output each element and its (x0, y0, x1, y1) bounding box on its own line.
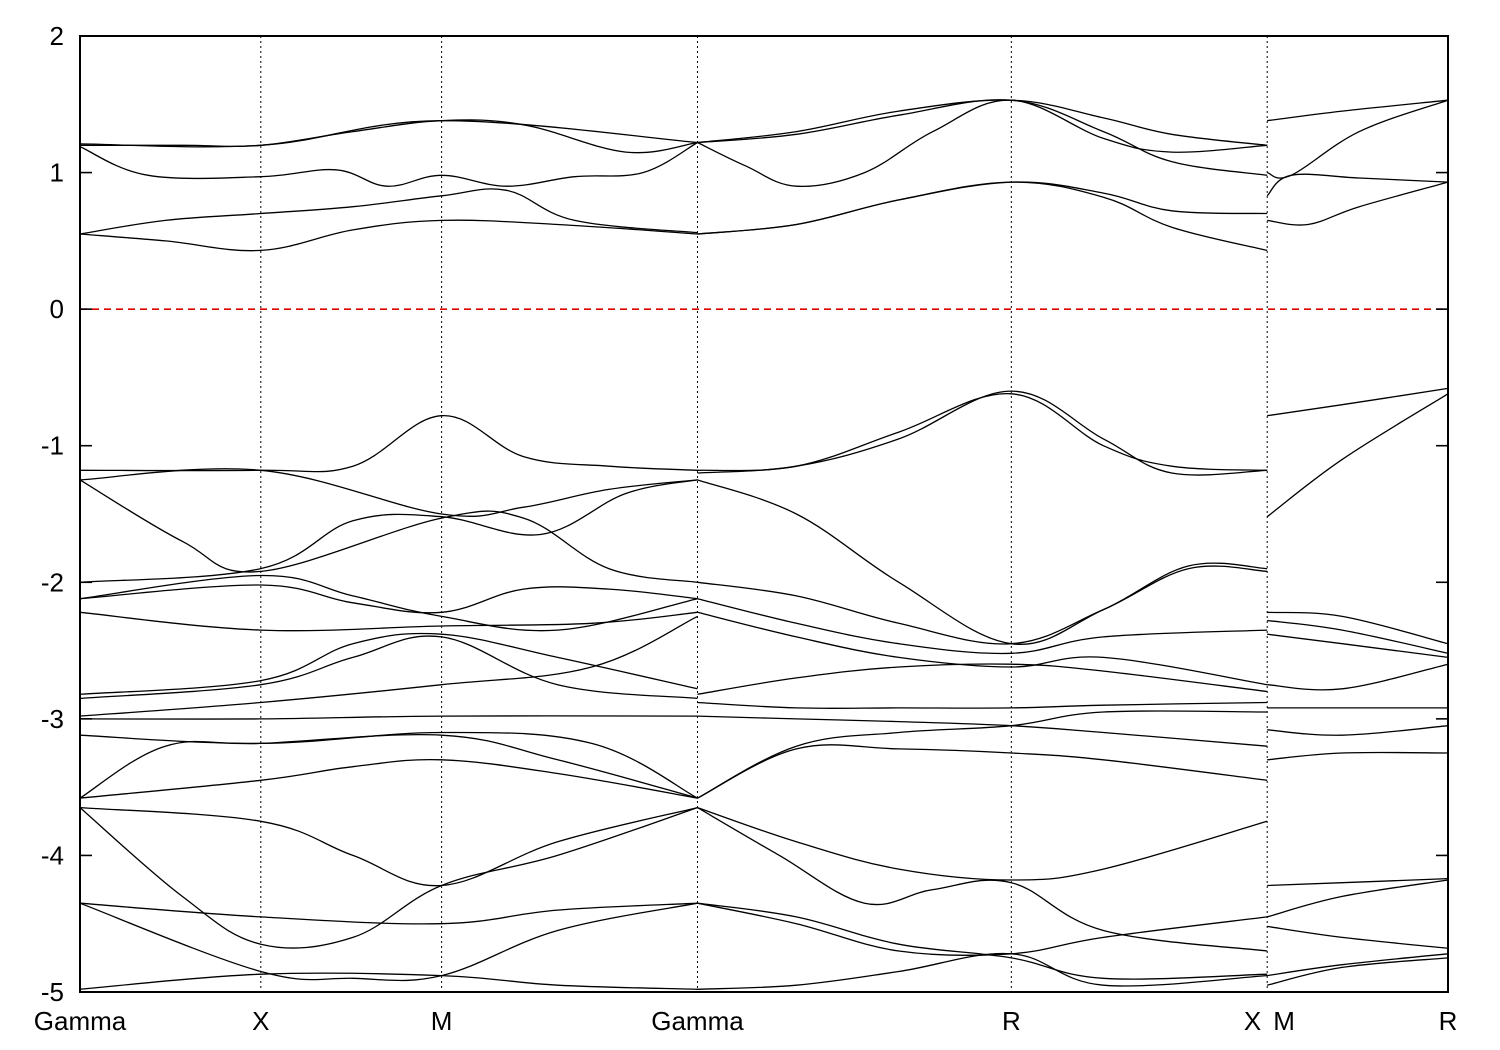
band-line (697, 715, 1268, 747)
band-line (1267, 181, 1449, 226)
x-axis-ticks: Gamma X M Gamma R X M R (34, 1006, 1458, 1036)
band-line (79, 219, 698, 252)
band-line (1267, 633, 1449, 659)
band-line (697, 99, 1268, 146)
band-line (697, 710, 1268, 799)
y-tick-label: 0 (50, 294, 64, 324)
band-line (1267, 925, 1449, 949)
band-line (697, 744, 1268, 799)
band-line (79, 731, 698, 799)
band-line (79, 479, 698, 583)
band-line (79, 902, 698, 982)
band-line (79, 188, 698, 235)
band-line (697, 181, 1268, 252)
band-line (79, 758, 698, 799)
band-line (1266, 173, 1449, 197)
band-line (79, 120, 698, 148)
y-tick-label: -4 (41, 840, 64, 870)
band-line (1267, 725, 1449, 736)
band-line (1267, 99, 1449, 122)
band-line (1267, 879, 1449, 918)
x-tick-label: Gamma (651, 1006, 744, 1036)
band-line (1267, 751, 1449, 761)
band-line (79, 635, 698, 700)
band-line (697, 99, 1268, 188)
band-line (697, 701, 1268, 709)
band-line (697, 902, 1268, 957)
band-line (79, 733, 698, 799)
band-line (697, 99, 1268, 176)
x-tick-label: Gamma (34, 1006, 127, 1036)
y-tick-label: 1 (50, 158, 64, 188)
y-axis-ticks: 2 1 0 -1 -2 -3 -4 -5 (41, 21, 1448, 1007)
band-line (1267, 953, 1449, 977)
y-tick-label: 2 (50, 21, 64, 51)
band-line (79, 479, 698, 583)
x-tick-label: M (1273, 1006, 1295, 1036)
band-line (697, 393, 1268, 472)
band-line (697, 611, 1268, 686)
band-line (80, 119, 698, 154)
x-tick-label: M (431, 1006, 453, 1036)
band-line (79, 806, 698, 887)
y-tick-label: -1 (41, 431, 64, 461)
x-tick-label: R (1439, 1006, 1458, 1036)
x-tick-label: X (1244, 1006, 1261, 1036)
band-line (697, 479, 1268, 645)
band-line (79, 715, 698, 720)
band-line (697, 390, 1268, 476)
band-line (697, 663, 1268, 695)
band-line (697, 598, 1268, 655)
band-line (697, 952, 1268, 990)
band-line (79, 415, 698, 473)
band-line (79, 902, 698, 925)
band-line (697, 806, 1268, 881)
band-line (697, 902, 1268, 980)
band-line (79, 632, 698, 695)
y-tick-label: -2 (41, 567, 64, 597)
band-line (1267, 387, 1449, 417)
band-line (79, 615, 698, 717)
band-line (1266, 393, 1449, 518)
band-line (79, 806, 698, 949)
band-line (79, 972, 698, 990)
band-line (79, 574, 698, 632)
band-lines (79, 99, 1449, 990)
x-tick-label: X (252, 1006, 269, 1036)
band-line (1267, 611, 1449, 645)
band-line (79, 611, 698, 632)
band-line (79, 468, 698, 517)
band-line (1267, 619, 1449, 654)
y-tick-label: -3 (41, 704, 64, 734)
band-line (1267, 957, 1449, 986)
band-line (1267, 877, 1449, 887)
band-line (79, 141, 698, 187)
kpoint-gridlines (260, 36, 1268, 992)
y-tick-label: -5 (41, 977, 64, 1007)
band-line (1267, 663, 1449, 691)
plot-frame (79, 35, 1449, 993)
band-line (697, 565, 1268, 645)
x-tick-label: R (1002, 1006, 1021, 1036)
band-line (79, 584, 698, 614)
band-line (1266, 99, 1449, 179)
